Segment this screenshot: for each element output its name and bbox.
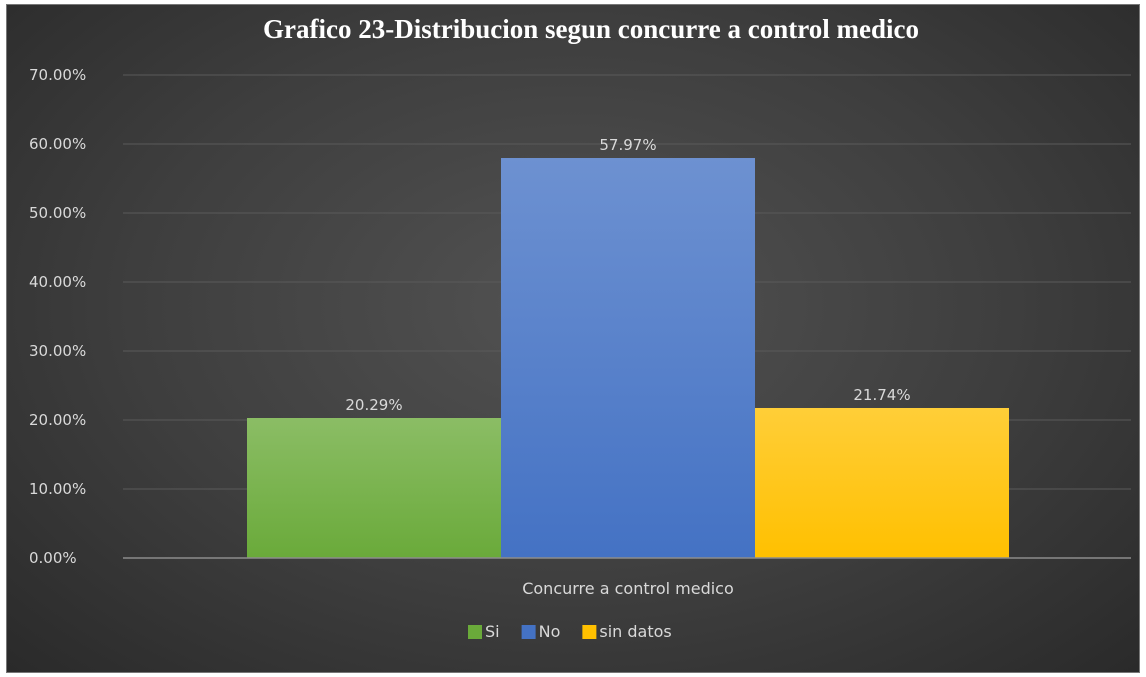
y-tick-label: 60.00%	[29, 135, 86, 153]
bar-si	[247, 417, 501, 558]
legend-label: Si	[485, 622, 500, 641]
y-tick-label: 40.00%	[29, 273, 86, 291]
bar-chart: Grafico 23-Distribucion segun concurre a…	[29, 14, 1131, 641]
legend-label: sin datos	[599, 622, 671, 641]
y-tick-label: 50.00%	[29, 204, 86, 222]
legend-label: No	[539, 622, 561, 641]
chart-title: Grafico 23-Distribucion segun concurre a…	[263, 14, 919, 44]
data-label: 57.97%	[599, 136, 656, 154]
legend-swatch	[521, 625, 536, 639]
x-category-label: Concurre a control medico	[522, 579, 734, 598]
bar-sin-datos	[755, 407, 1009, 558]
y-tick-label: 30.00%	[29, 342, 86, 360]
data-labels: 20.29% 57.97% 21.74%	[345, 136, 910, 414]
y-tick-label: 0.00%	[29, 549, 77, 567]
y-tick-label: 20.00%	[29, 411, 86, 429]
legend: Si No sin datos	[468, 622, 672, 641]
legend-swatch	[468, 625, 482, 639]
bars	[247, 158, 1009, 558]
chart-area: Grafico 23-Distribucion segun concurre a…	[6, 4, 1140, 673]
y-axis-ticks: 0.00% 10.00% 20.00% 30.00% 40.00% 50.00% 60.00…	[29, 66, 86, 567]
bar-no	[501, 158, 755, 558]
data-label: 21.74%	[853, 386, 910, 404]
y-tick-label: 10.00%	[29, 480, 86, 498]
legend-swatch	[582, 625, 597, 639]
data-label: 20.29%	[345, 396, 402, 414]
y-tick-label: 70.00%	[29, 66, 86, 84]
